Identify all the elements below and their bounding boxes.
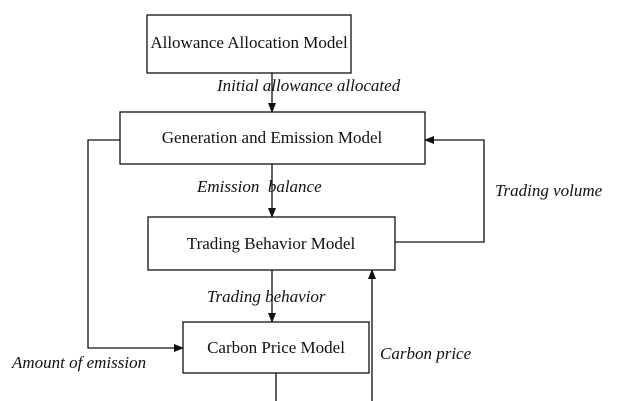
node-box [182, 321, 370, 374]
node-label: Trading Behavior Model [187, 234, 356, 253]
edge-label: Initial allowance allocated [216, 76, 401, 95]
arrow [395, 136, 485, 243]
node-box [119, 111, 426, 165]
edge-label: Trading volume [495, 181, 603, 200]
node-label: Carbon Price Model [207, 338, 345, 357]
node-label: Generation and Emission Model [162, 128, 383, 147]
node-box [147, 216, 396, 271]
arrow [87, 139, 184, 352]
edge-label: Trading behavior [207, 287, 326, 306]
edge-label: Amount of emission [11, 353, 146, 372]
edge-label: Carbon price [380, 344, 472, 363]
node-label: Allowance Allocation Model [150, 33, 348, 52]
node-box [146, 14, 352, 74]
edge-label: Emission balance [196, 177, 322, 196]
